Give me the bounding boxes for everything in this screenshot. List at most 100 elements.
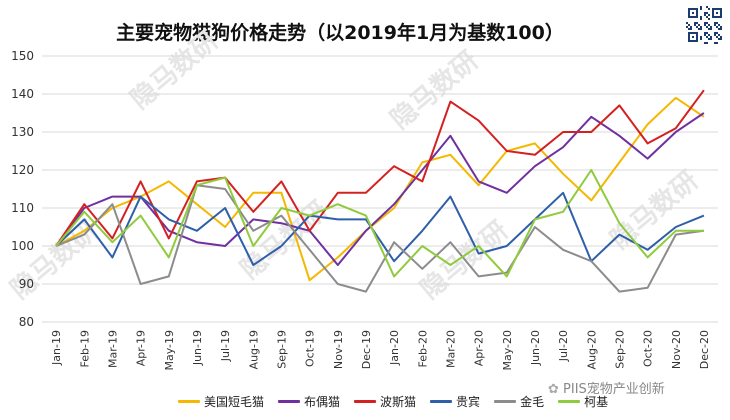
qr-module bbox=[700, 16, 702, 18]
x-tick-label: Aug-19 bbox=[247, 330, 260, 369]
qr-module bbox=[716, 22, 718, 24]
y-tick-label: 140 bbox=[11, 87, 34, 101]
x-tick-label: Oct-19 bbox=[304, 330, 317, 367]
y-tick-label: 80 bbox=[19, 315, 34, 329]
qr-module bbox=[700, 28, 702, 30]
qr-module bbox=[716, 26, 718, 28]
legend-swatch bbox=[558, 400, 581, 403]
x-tick-label: Jul-20 bbox=[557, 330, 570, 362]
qr-module bbox=[704, 34, 706, 36]
qr-module bbox=[710, 28, 712, 30]
x-axis-ticks: Jan-19 Feb-19 Mar-19 Apr-19 May-19 Jun-19 Jul-… bbox=[50, 330, 711, 371]
x-tick-label: Oct-20 bbox=[642, 330, 655, 367]
y-axis-ticks: 80 90 100 110 120 130 140 150 bbox=[11, 49, 34, 329]
qr-module bbox=[716, 32, 718, 34]
qr-module bbox=[696, 22, 698, 24]
qr-module bbox=[718, 28, 720, 30]
qr-finder bbox=[692, 36, 694, 38]
qr-module bbox=[714, 42, 716, 44]
qr-module bbox=[706, 16, 708, 18]
qr-module bbox=[698, 28, 700, 30]
legend-swatch bbox=[278, 400, 301, 403]
qr-module bbox=[694, 22, 696, 24]
qr-module bbox=[710, 38, 712, 40]
qr-code-image bbox=[686, 6, 724, 44]
qr-module bbox=[710, 36, 712, 38]
qr-module bbox=[706, 22, 708, 24]
x-tick-label: Sep-19 bbox=[275, 330, 288, 369]
x-tick-label: Dec-20 bbox=[698, 330, 711, 369]
x-tick-label: Nov-20 bbox=[670, 330, 683, 369]
brand-watermark: 隐马数研 bbox=[125, 26, 224, 116]
x-tick-label: Dec-19 bbox=[360, 330, 373, 369]
legend-item: 金毛 bbox=[494, 393, 544, 410]
qr-module bbox=[708, 24, 710, 26]
qr-pattern bbox=[686, 6, 724, 44]
qr-module bbox=[704, 32, 706, 34]
chart-title: 主要宠物猫狗价格走势（以2019年1月为基数100） bbox=[116, 22, 564, 44]
qr-finder bbox=[716, 12, 718, 14]
y-tick-label: 110 bbox=[11, 201, 34, 215]
x-tick-label: Jul-19 bbox=[219, 330, 232, 362]
qr-module bbox=[706, 36, 708, 38]
qr-module bbox=[690, 28, 692, 30]
brand-watermark: 隐马数研 bbox=[385, 46, 484, 136]
qr-module bbox=[700, 38, 702, 40]
qr-module bbox=[704, 12, 706, 14]
legend-label: 布偶猫 bbox=[304, 395, 341, 409]
qr-module bbox=[700, 36, 702, 38]
legend-item: 贵宾 bbox=[430, 393, 480, 410]
series-line bbox=[55, 191, 705, 266]
qr-module bbox=[688, 28, 690, 30]
legend: 美国短毛猫 布偶猫 波斯猫 贵宾 金毛 柯基 bbox=[178, 393, 608, 410]
qr-module bbox=[688, 24, 690, 26]
qr-module bbox=[700, 26, 702, 28]
qr-module bbox=[690, 26, 692, 28]
legend-swatch bbox=[430, 400, 453, 403]
qr-module bbox=[714, 32, 716, 34]
x-tick-label: Apr-19 bbox=[135, 330, 148, 366]
legend-swatch bbox=[178, 400, 200, 403]
qr-module bbox=[704, 24, 706, 26]
x-tick-label: Jun-19 bbox=[191, 330, 204, 366]
x-tick-label: Nov-19 bbox=[332, 330, 345, 369]
legend-swatch bbox=[354, 400, 377, 403]
x-tick-label: Jan-19 bbox=[50, 330, 63, 366]
qr-module bbox=[714, 24, 716, 26]
qr-module bbox=[704, 22, 706, 24]
qr-module bbox=[706, 26, 708, 28]
series-lines bbox=[55, 89, 705, 293]
qr-module bbox=[708, 14, 710, 16]
brand-watermark: 隐马数研 bbox=[605, 166, 704, 256]
watermark-source-label: PIIS宠物产业创新 bbox=[563, 382, 665, 397]
legend-item: 波斯猫 bbox=[354, 393, 416, 410]
qr-module bbox=[718, 38, 720, 40]
x-tick-label: Feb-19 bbox=[78, 330, 91, 367]
qr-module bbox=[698, 24, 700, 26]
wechat-icon: ✿ bbox=[548, 382, 559, 397]
qr-module bbox=[686, 22, 688, 24]
qr-module bbox=[704, 42, 706, 44]
series-line bbox=[55, 96, 705, 282]
series-line bbox=[55, 89, 705, 247]
x-tick-label: Sep-20 bbox=[613, 330, 626, 369]
legend-label: 波斯猫 bbox=[380, 395, 417, 409]
qr-module bbox=[706, 6, 708, 8]
qr-module bbox=[696, 26, 698, 28]
qr-module bbox=[686, 26, 688, 28]
x-tick-label: May-19 bbox=[163, 330, 176, 371]
qr-module bbox=[716, 36, 718, 38]
x-tick-label: May-20 bbox=[501, 330, 514, 371]
qr-module bbox=[708, 28, 710, 30]
x-tick-label: Apr-20 bbox=[473, 330, 486, 366]
qr-module bbox=[714, 34, 716, 36]
qr-module bbox=[708, 38, 710, 40]
x-tick-label: Mar-19 bbox=[106, 330, 119, 368]
qr-module bbox=[700, 6, 702, 8]
legend-label: 金毛 bbox=[520, 395, 545, 409]
y-tick-label: 130 bbox=[11, 125, 34, 139]
qr-module bbox=[716, 42, 718, 44]
qr-module bbox=[718, 24, 720, 26]
qr-module bbox=[700, 18, 702, 20]
